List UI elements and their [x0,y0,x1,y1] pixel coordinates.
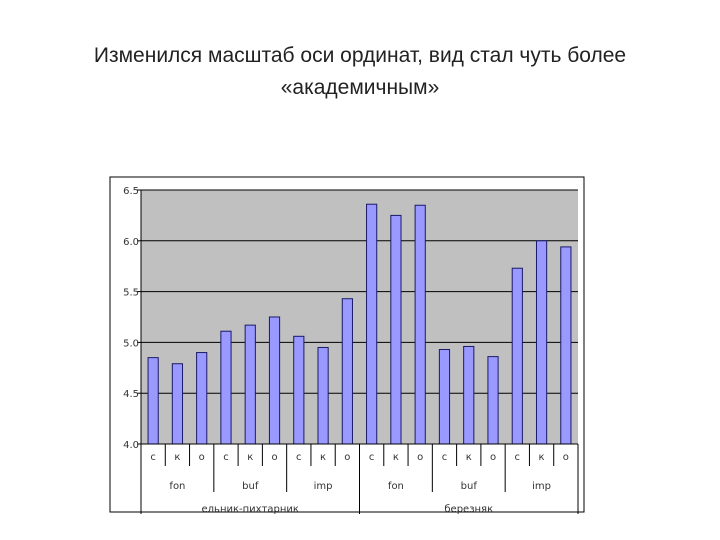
bar [390,214,402,445]
slide-title: Изменился масштаб оси ординат, вид стал … [40,40,680,104]
x-category-label: о [271,452,277,463]
x-supergroup-label: березняк [444,504,493,515]
bar [171,363,184,445]
bar [341,298,353,445]
x-category-label: о [490,452,496,463]
x-category-label: к [174,452,180,463]
bar [414,204,426,445]
x-category-label: о [344,452,350,463]
y-axis-ticks: 6.5 6.0 5.5 5.0 4.5 4.0 [123,186,141,451]
x-category-label: о [199,452,205,463]
bar [511,267,523,445]
x-category-label: к [320,452,326,463]
bar [560,246,572,445]
bar [463,345,475,445]
x-category-label: к [466,452,472,463]
x-category-label: с [296,452,302,463]
y-tick-label: 6.5 [123,186,139,197]
bar [487,356,499,445]
y-tick-label: 5.0 [123,338,139,349]
x-category-label: с [515,452,521,463]
bar [220,330,232,445]
y-tick-label: 5.5 [123,288,139,299]
x-category-label: с [150,452,156,463]
bar [268,316,281,445]
x-group-label: imp [532,481,551,492]
y-tick-label: 4.5 [123,389,139,400]
bar [196,352,208,445]
slide-title-line-1: Изменился масштаб оси ординат, вид стал … [93,44,627,67]
slide-title-line-2: «академичным» [280,76,440,99]
bar [535,240,548,445]
x-category-label: к [247,452,253,463]
x-category-label: с [223,452,229,463]
x-group-label: fon [388,481,404,492]
x-category-label: с [442,452,448,463]
x-category-label: к [539,452,545,463]
x-group-label: imp [314,481,333,492]
x-group-label: fon [169,481,185,492]
x-axis-labels: с к о с к о с к о с к о с к о с к о fon buf imp fon buf imp ельн… [140,444,579,515]
plot-area [141,190,578,444]
x-supergroup-label: ельник-пихтарник [202,504,299,515]
y-tick-label: 6.0 [123,237,139,248]
x-group-label: buf [461,481,478,492]
x-category-label: с [369,452,375,463]
bar [293,335,305,445]
x-category-label: к [393,452,399,463]
bar [366,203,378,445]
bars [147,203,572,445]
y-tick-label: 4.0 [123,440,139,451]
bar [438,349,451,445]
bar [317,346,329,445]
x-category-label: о [417,452,423,463]
bar [244,324,256,445]
x-category-label: о [563,452,569,463]
bar [147,357,159,445]
x-group-label: buf [242,481,259,492]
